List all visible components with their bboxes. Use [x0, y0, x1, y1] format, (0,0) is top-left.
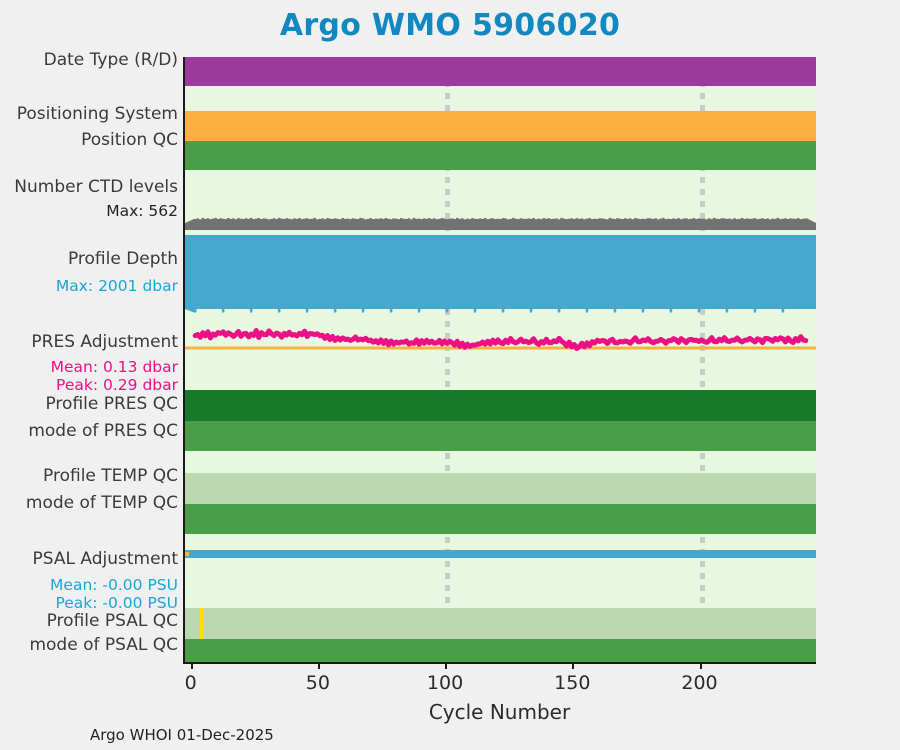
x-tick-100 — [445, 662, 448, 669]
axis-label-mode-pres-qc: mode of PRES QC — [28, 421, 178, 441]
axis-label-profile-depth-max: Max: 2001 dbar — [55, 277, 178, 295]
axis-label-pres-mean: Mean: 0.13 dbar — [50, 358, 178, 376]
series-profile-depth — [185, 235, 816, 313]
axis-label-psal-peak: Peak: -0.00 PSU — [55, 594, 178, 612]
band-profile-psal-qc — [185, 608, 816, 639]
axis-label-profile-depth: Profile Depth — [67, 249, 178, 269]
axis-label-ctd-levels-max: Max: 562 — [106, 202, 178, 220]
band-mode-temp-qc — [185, 504, 816, 534]
x-tick-label-50: 50 — [305, 672, 330, 694]
x-tick-200 — [699, 662, 702, 669]
x-tick-label-200: 200 — [681, 672, 718, 694]
band-mode-pres-qc — [185, 421, 816, 451]
plot-area — [183, 57, 816, 662]
axis-label-profile-psal-qc: Profile PSAL QC — [46, 611, 178, 631]
band-mode-psal-qc — [185, 639, 816, 662]
psal-adjustment-reference — [185, 552, 189, 556]
axis-label-psal-mean: Mean: -0.00 PSU — [50, 576, 178, 594]
x-tick-label-100: 100 — [426, 672, 464, 694]
axis-label-pres-adjustment: PRES Adjustment — [31, 332, 178, 352]
psal-qc-flag-marker — [200, 608, 204, 639]
axis-label-profile-temp-qc: Profile TEMP QC — [43, 466, 178, 486]
axis-label-ctd-levels: Number CTD levels — [14, 177, 178, 197]
band-position-qc — [185, 141, 816, 170]
gridline-cycle-100 — [445, 57, 451, 662]
axis-label-mode-psal-qc: mode of PSAL QC — [29, 635, 178, 655]
footer-credit: Argo WHOI 01-Dec-2025 — [90, 726, 274, 744]
x-tick-150 — [572, 662, 575, 669]
plot-inner — [185, 57, 816, 662]
x-tick-0 — [190, 662, 193, 669]
x-axis-title: Cycle Number — [428, 700, 571, 724]
band-positioning-system — [185, 111, 816, 141]
page-title: Argo WMO 5906020 — [279, 8, 621, 43]
band-profile-temp-qc — [185, 473, 816, 504]
axis-label-pres-peak: Peak: 0.29 dbar — [56, 376, 178, 394]
axis-label-psal-adjustment: PSAL Adjustment — [32, 549, 178, 569]
x-tick-label-0: 0 — [184, 672, 197, 694]
x-axis-line — [183, 662, 816, 664]
x-tick-label-150: 150 — [554, 672, 591, 694]
series-psal-adjustment — [185, 550, 816, 558]
axis-label-positioning-system: Positioning System — [16, 104, 178, 124]
axis-label-date-type: Date Type (R/D) — [43, 50, 178, 70]
axis-label-position-qc: Position QC — [81, 130, 178, 150]
series-ctd-levels — [185, 217, 816, 230]
gridline-cycle-200 — [699, 57, 705, 662]
axis-label-mode-temp-qc: mode of TEMP QC — [25, 493, 178, 513]
series-pres-adjustment — [185, 327, 816, 352]
axis-label-profile-pres-qc: Profile PRES QC — [45, 394, 178, 414]
band-profile-pres-qc — [185, 390, 816, 421]
x-tick-50 — [317, 662, 320, 669]
band-date-type — [185, 57, 816, 86]
